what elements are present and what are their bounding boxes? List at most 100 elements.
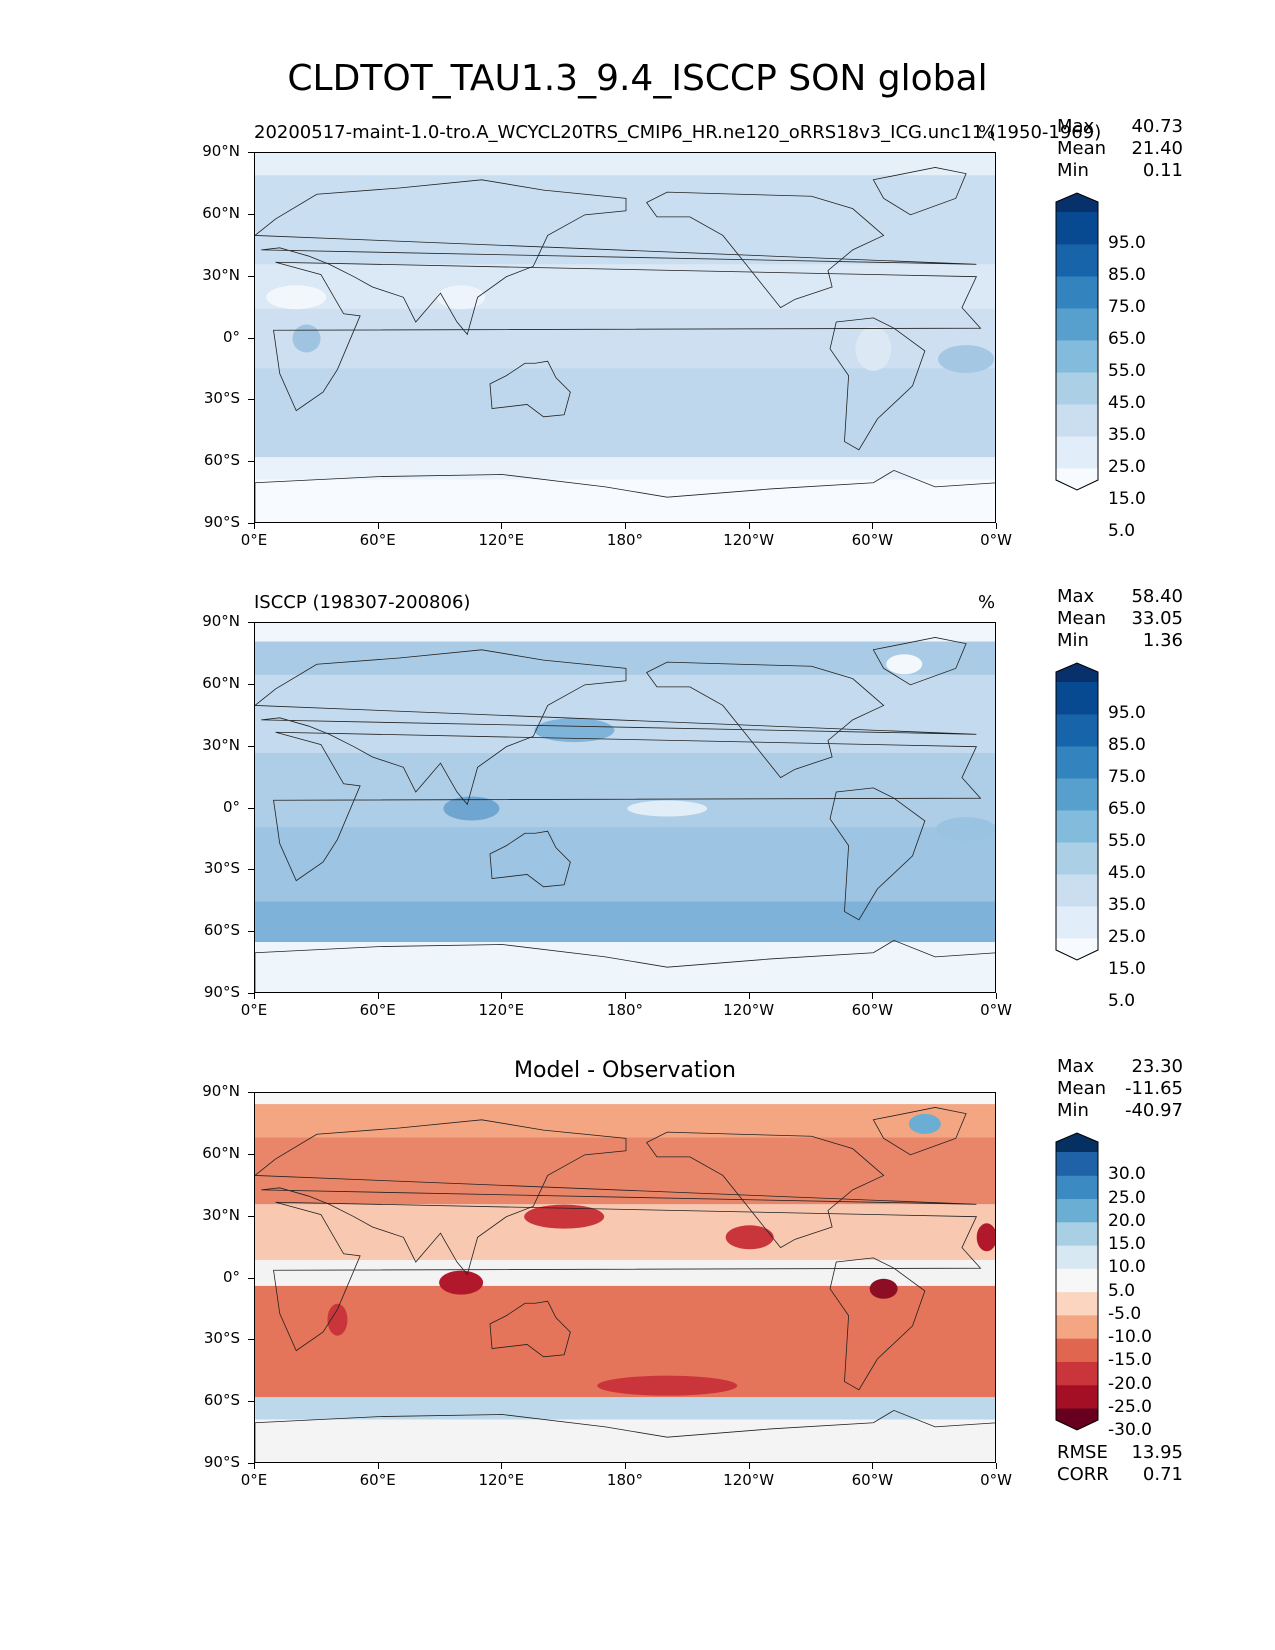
lat-tick-label: 60°S [203,921,240,940]
contour-band [255,1419,995,1462]
lat-tick-label: 0° [222,327,240,346]
colorbar-outline [1055,662,1099,961]
lon-tick [377,993,379,999]
lon-tick [996,523,997,529]
lat-tick-label: 30°S [203,389,240,408]
colorbar-segment [1056,1291,1098,1316]
colorbar-outline [1055,1132,1099,1431]
coastline [255,649,977,806]
lat-tick [248,1463,254,1464]
lat-tick-label: 60°N [202,203,240,222]
stat-value: 0.11 [1142,160,1183,181]
lat-tick [248,1277,254,1279]
colorbar-tick-label: 25.0 [1108,927,1146,947]
lat-tick-label: 0° [222,1267,240,1286]
contour-band [255,1093,995,1105]
colorbar-segment [1056,276,1098,309]
colorbar-segment [1056,746,1098,779]
colorbar-segment [1056,842,1098,875]
stat-row: Min 1.36 [1057,630,1183,652]
colorbar-tick-label: 65.0 [1108,329,1146,349]
stats-block: Max 58.40 Mean 33.05 Min 1.36 [1057,586,1183,652]
colorbar-tick-label: 85.0 [1108,265,1146,285]
lat-tick-label: 30°N [202,265,240,284]
lat-tick [248,807,254,809]
contour-band [255,1204,995,1260]
stat-label: Mean [1057,608,1107,629]
colorbar-segment [1056,308,1098,341]
map-area [254,1092,996,1463]
colorbar-segment [1056,906,1098,939]
contour-patch [869,1278,898,1299]
stat-value: -40.97 [1124,1100,1183,1121]
panel-title-left: ISCCP (198307-200806) [254,592,471,613]
contour-patch [855,326,892,371]
contour-band [255,175,995,265]
contour-band [255,1397,995,1420]
panel-units: % [978,122,996,143]
colorbar-segment [1056,810,1098,843]
contour-patch [443,796,500,821]
lon-tick-label: 0°E [240,1471,268,1489]
panel-units: % [978,592,996,613]
lon-tick-label: 60°W [851,531,894,549]
lon-tick-label: 120°W [723,531,775,549]
map-panel-diff: Model - Observation 90°N 60°N 30°N 0° 30°S 60°… [0,1056,1275,1552]
contour-patch [437,285,486,310]
lon-tick [254,523,255,529]
colorbar-tick-label: 95.0 [1108,703,1146,723]
colorbar-tick-label: 75.0 [1108,297,1146,317]
lat-tick [248,337,254,339]
lon-tick-label: 0°W [980,1001,1012,1019]
lon-tick [625,993,626,999]
lon-tick [872,993,874,999]
coastline [646,661,885,779]
colorbar-tick-label: 35.0 [1108,895,1146,915]
colorbar-tick-label: 15.0 [1108,1234,1146,1255]
colorbar-tick-label: 85.0 [1108,735,1146,755]
lon-tick [501,993,503,999]
colorbar-segment [1056,1361,1098,1386]
colorbar-segment [1056,436,1098,469]
lon-tick [501,523,503,529]
coastline [255,179,977,336]
lon-tick [254,1463,255,1469]
lat-tick [248,1401,254,1403]
contour-band [255,942,995,992]
lat-tick [248,683,254,685]
colorbar-tick-label: 25.0 [1108,457,1146,477]
stat-value: 1.36 [1142,630,1183,651]
lon-tick-label: 120°W [723,1001,775,1019]
colorbar-segment [1056,682,1098,715]
colorbar-tick-label: 15.0 [1108,959,1146,979]
colorbar-segment [1056,193,1098,212]
contour-band [255,1137,995,1205]
coastline [872,637,967,686]
colorbar-segment [1056,1198,1098,1223]
contour-patch [292,324,321,353]
colorbar-tick-label: 55.0 [1108,361,1146,381]
colorbar-tick-label: -25.0 [1108,1397,1152,1417]
stat-label: Min [1057,630,1089,651]
colorbar-tick-label: 55.0 [1108,831,1146,851]
stat-value: 33.05 [1131,608,1183,629]
stat-label: Min [1057,160,1089,181]
colorbar-segment [1056,1152,1098,1176]
stat-label: Mean [1057,1078,1107,1099]
coastline [872,1107,967,1156]
lat-tick-label: 30°N [202,735,240,754]
lat-tick-label: 60°S [203,1391,240,1410]
colorbar-segment [1056,404,1098,437]
lon-tick [748,523,750,529]
contour-band [255,457,995,480]
coastline [489,1300,571,1358]
coastline [829,1257,926,1391]
colorbar-tick-label: 45.0 [1108,863,1146,883]
metric-value: 0.71 [1142,1464,1183,1485]
colorbar-segment [1056,244,1098,277]
lon-tick-label: 180° [606,1001,644,1019]
contour-patch [534,718,615,743]
lon-tick [501,1463,503,1469]
contour-patch [327,1303,348,1336]
stat-row: Max 58.40 [1057,586,1183,608]
